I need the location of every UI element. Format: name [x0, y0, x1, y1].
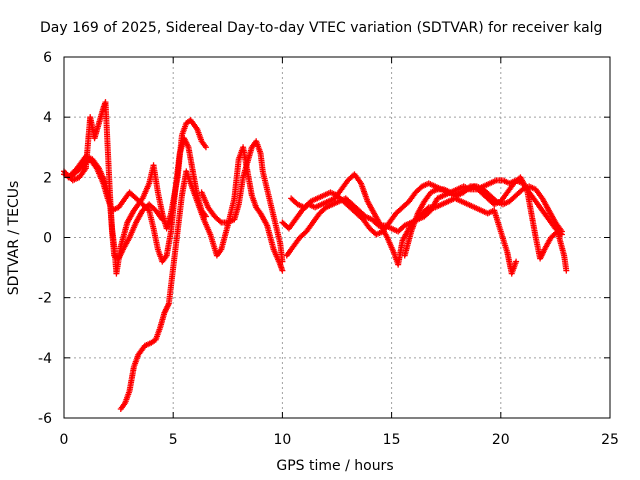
data-point — [513, 258, 520, 265]
y-axis-label: SDTVAR / TECUs — [6, 181, 22, 296]
y-tick-label: 4 — [43, 110, 52, 126]
x-tick-label: 25 — [601, 432, 619, 448]
data-point — [563, 267, 570, 274]
data-point — [465, 184, 472, 191]
y-tick-label: -2 — [38, 291, 52, 307]
y-tick-label: -6 — [38, 411, 52, 427]
y-tick-label: 2 — [43, 170, 52, 186]
series-track-9 — [401, 183, 565, 259]
y-tick-label: 6 — [43, 50, 52, 66]
data-point — [279, 258, 286, 265]
x-axis-label: GPS time / hours — [276, 458, 393, 474]
series-track-1 — [61, 135, 209, 265]
series-track-4 — [117, 144, 286, 412]
grid-lines — [64, 57, 610, 418]
data-point — [202, 144, 209, 151]
data-point — [279, 267, 286, 274]
x-tick-label: 5 — [169, 432, 178, 448]
series-track-5 — [198, 138, 286, 265]
y-tick-label: -4 — [38, 351, 52, 367]
data-point — [424, 205, 431, 212]
x-tick-label: 0 — [60, 432, 69, 448]
series-track-3 — [65, 117, 209, 277]
x-tick-label: 10 — [273, 432, 291, 448]
y-tick-label: 0 — [43, 231, 52, 247]
axis-ticks: 0 5 10 15 20 25 -6 -4 -2 0 2 4 6 — [38, 50, 619, 448]
x-tick-label: 15 — [383, 432, 401, 448]
data-points — [61, 99, 570, 412]
data-point — [558, 228, 565, 235]
x-tick-label: 20 — [492, 432, 510, 448]
data-point — [216, 218, 223, 225]
chart-title: Day 169 of 2025, Sidereal Day-to-day VTE… — [40, 20, 602, 36]
